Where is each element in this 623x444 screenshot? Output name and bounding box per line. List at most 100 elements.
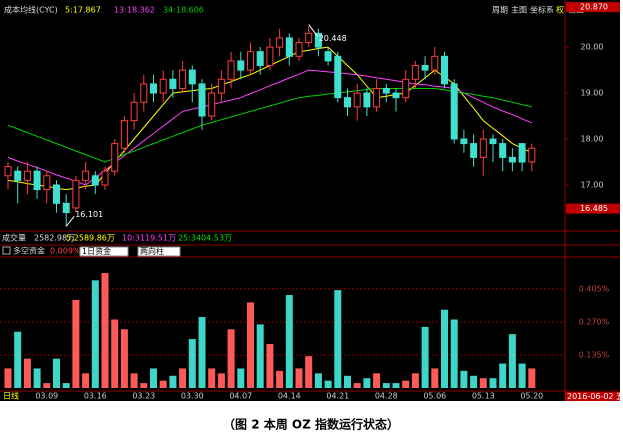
candle-body [431, 55, 439, 71]
candle-body [314, 32, 322, 48]
candle-body [256, 51, 264, 66]
icon [2, 246, 11, 255]
candle-body [227, 60, 235, 80]
bar [237, 368, 245, 388]
ma-line [7, 88, 532, 163]
bar [518, 363, 526, 388]
dropdown-text[interactable]: 两向柱 [140, 246, 164, 256]
funds-title: 多空资金 [13, 246, 45, 256]
candle-body [489, 138, 497, 145]
marker-label: 16.485 [580, 204, 608, 213]
bar [266, 343, 274, 388]
x-tick-label: 04.21 [326, 392, 349, 401]
funds-value: 0.009% [50, 247, 81, 256]
bar [227, 329, 235, 388]
bar [373, 373, 381, 388]
volume-value: 2582.98万 [34, 234, 75, 243]
dropdown-text[interactable]: 1日资金 [82, 246, 111, 256]
candle-body [518, 143, 526, 163]
x-tick-label: 04.14 [278, 392, 301, 401]
annotation-arrow [308, 24, 319, 37]
candle-body [53, 184, 60, 204]
candle-body [373, 87, 381, 108]
bar [4, 368, 12, 388]
bar [402, 380, 410, 388]
date: 2016-06-02 五 [567, 392, 623, 401]
bar [276, 370, 284, 388]
x-tick-label: 04.07 [229, 392, 252, 401]
toolbar-button[interactable]: 坐标系 [530, 5, 554, 15]
bar [217, 373, 225, 388]
bar [208, 368, 216, 388]
bar [82, 373, 90, 388]
bar [489, 378, 497, 388]
bar [179, 368, 187, 388]
annotation: 20.448 [319, 34, 347, 43]
bar [470, 375, 478, 388]
candle-body [344, 97, 351, 108]
legend-item: 10:3119.51万 [122, 234, 176, 243]
bar [499, 363, 507, 388]
toolbar-button[interactable]: 权 [556, 5, 564, 15]
y-tick-label: 0.135% [579, 350, 610, 359]
bar [120, 329, 128, 388]
marker-box [566, 203, 620, 214]
bar [392, 383, 400, 388]
bar [140, 383, 148, 388]
candle-body [208, 92, 216, 117]
x-tick-label: 04.28 [375, 392, 398, 401]
bar [256, 324, 264, 388]
candle-body [179, 69, 187, 89]
candle-body [33, 170, 41, 191]
bar [411, 373, 419, 388]
x-tick-label: 03.23 [132, 392, 155, 401]
bar [508, 334, 516, 388]
candle-body [266, 46, 274, 66]
bar [14, 331, 22, 388]
candle-body [82, 170, 90, 181]
bar [198, 317, 206, 388]
legend-item: 25:3404.53万 [178, 234, 232, 243]
bar [62, 383, 70, 388]
bar [53, 358, 60, 388]
dropdown[interactable] [79, 246, 129, 257]
x-tick-label: 05.20 [520, 392, 543, 401]
legend-item: 13:18.362 [114, 6, 155, 15]
bar [247, 302, 254, 388]
candle-body [4, 166, 12, 177]
annotation: 16.101 [75, 210, 103, 219]
bar [334, 290, 342, 388]
bar [479, 378, 487, 388]
x-tick-label: 05.06 [423, 392, 446, 401]
bar [23, 358, 31, 388]
candle-body [130, 101, 138, 122]
candle-body [169, 78, 177, 89]
candle-body [305, 32, 313, 44]
y-tick-label: 19.00 [581, 89, 604, 98]
bar [150, 368, 157, 388]
candle-body [508, 156, 516, 163]
bar [431, 368, 439, 388]
dropdown[interactable] [137, 246, 181, 257]
bar [421, 326, 429, 388]
candle-body [441, 55, 448, 85]
candle-body [72, 179, 80, 209]
toolbar-button[interactable]: 周期 [492, 6, 508, 15]
candle-body [334, 55, 342, 99]
y-tick-label: 20.00 [581, 43, 604, 52]
candle-body [276, 37, 284, 48]
bar [450, 319, 458, 388]
candle-body [450, 83, 458, 140]
bar [72, 299, 80, 388]
candle-body [460, 138, 468, 145]
legend-item: 5:17.867 [65, 6, 101, 15]
bar [101, 273, 109, 388]
candle-body [402, 78, 410, 99]
y-tick-label: 18.00 [581, 135, 604, 144]
bar [363, 378, 371, 388]
candle-body [23, 170, 31, 181]
candle-body [499, 143, 507, 158]
bar [188, 339, 196, 388]
candle-body [353, 92, 361, 108]
toolbar-button[interactable]: 主图 [511, 5, 527, 15]
